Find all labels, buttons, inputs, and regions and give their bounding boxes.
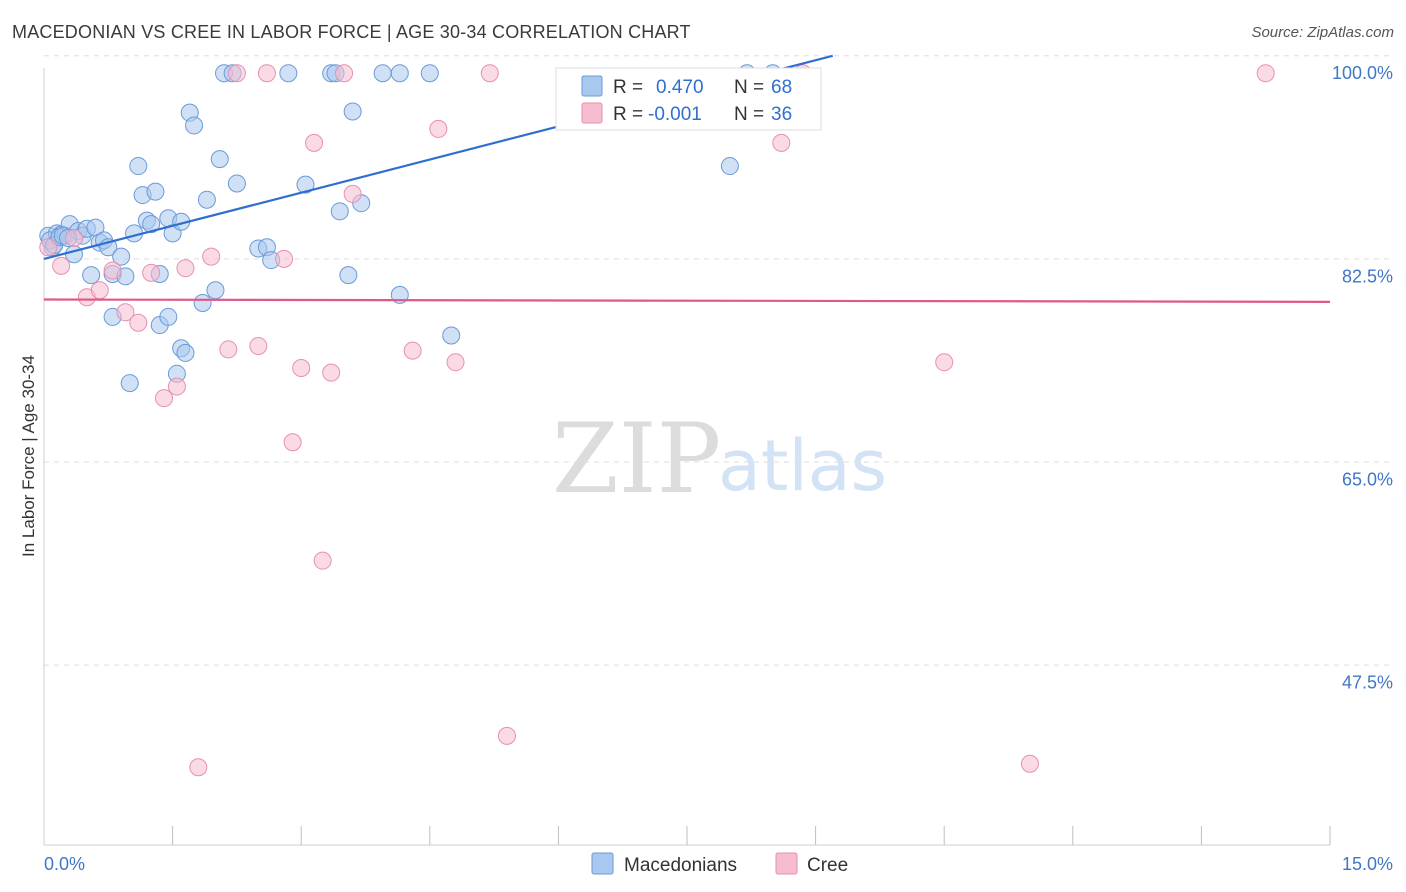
- macedonians-point: [185, 116, 204, 135]
- macedonians-point: [227, 174, 246, 193]
- cree-point: [155, 389, 174, 408]
- series-legend-swatch-cree: [775, 852, 798, 875]
- y-tick-label: 65.0%: [1342, 469, 1393, 489]
- macedonians-point: [206, 281, 225, 300]
- watermark-zip-text: ZIP: [552, 403, 721, 515]
- x-tick-labels: 0.0% 15.0%: [44, 854, 1393, 874]
- cree-point: [249, 336, 268, 355]
- macedonians-point: [176, 343, 195, 362]
- legend-r-label: R =: [613, 104, 643, 125]
- legend-r-label: R =: [613, 77, 643, 98]
- macedonians-point: [210, 150, 229, 169]
- y-tick-label: 100.0%: [1332, 63, 1393, 83]
- cree-point: [772, 133, 791, 152]
- cree-point: [1256, 64, 1275, 83]
- macedonians-point: [120, 374, 139, 393]
- macedonians-point: [142, 215, 161, 234]
- series-legend-label-cree: Cree: [807, 855, 848, 876]
- stats-legend: R = 0.470 N = 68 R = -0.001 N = 36: [555, 67, 822, 131]
- legend-r-value: 0.470: [656, 77, 704, 98]
- macedonians-point: [146, 182, 165, 201]
- series-legend-swatch-macedonians: [591, 852, 614, 875]
- x-tick-label: 15.0%: [1342, 854, 1393, 874]
- macedonians-point: [720, 157, 739, 176]
- macedonians-point: [420, 64, 439, 83]
- macedonians-point: [82, 266, 101, 285]
- watermark: ZIP atlas: [552, 403, 887, 515]
- cree-point: [283, 433, 302, 452]
- cree-point: [322, 363, 341, 382]
- y-tick-label: 82.5%: [1342, 266, 1393, 286]
- cree-point: [227, 64, 246, 83]
- macedonians-point: [330, 202, 349, 221]
- cree-point: [305, 133, 324, 152]
- macedonians-point: [159, 307, 178, 326]
- axes: [43, 68, 1331, 846]
- cree-point: [142, 263, 161, 282]
- legend-swatch-cree: [581, 102, 603, 124]
- cree-point: [90, 281, 109, 300]
- macedonians-point: [339, 266, 358, 285]
- cree-point: [65, 229, 84, 248]
- cree-point: [39, 238, 58, 257]
- cree-trend-line: [43, 298, 1331, 303]
- legend-n-label: N =: [734, 104, 764, 125]
- cree-point: [313, 551, 332, 570]
- cree-point: [335, 64, 354, 83]
- source-note: Source: ZipAtlas.com: [1251, 24, 1394, 41]
- macedonians-point: [373, 64, 392, 83]
- cree-point: [219, 340, 238, 359]
- legend-n-value: 36: [771, 104, 792, 125]
- macedonians-point: [112, 247, 131, 266]
- y-tick-label: 47.5%: [1342, 673, 1393, 693]
- cree-point: [275, 249, 294, 268]
- cree-point: [257, 64, 276, 83]
- cree-point: [935, 353, 954, 372]
- cree-point: [292, 359, 311, 377]
- cree-point: [52, 256, 71, 275]
- cree-point: [167, 377, 186, 396]
- grid-lines: [44, 55, 1392, 666]
- cree-point: [446, 353, 465, 372]
- cree-point: [189, 758, 208, 777]
- macedonians-point: [442, 326, 461, 345]
- cree-point: [176, 259, 195, 278]
- watermark-atlas-text: atlas: [718, 425, 887, 507]
- cree-point: [1020, 754, 1039, 773]
- legend-n-value: 68: [771, 77, 792, 98]
- x-tick-label: 0.0%: [44, 854, 85, 874]
- legend-r-value: -0.001: [648, 104, 702, 125]
- series-legend-label-macedonians: Macedonians: [624, 855, 737, 876]
- macedonians-point: [390, 64, 409, 83]
- cree-points: [39, 64, 1275, 777]
- series-legend: Macedonians Cree: [591, 852, 848, 876]
- legend-swatch-macedonians: [581, 75, 603, 97]
- macedonians-point: [193, 294, 212, 313]
- cree-point: [103, 261, 122, 280]
- macedonians-point: [343, 102, 362, 121]
- cree-point: [480, 64, 499, 83]
- macedonians-point: [279, 64, 298, 83]
- y-tick-labels: 100.0% 82.5% 65.0% 47.5%: [1332, 63, 1393, 692]
- cree-point: [129, 313, 148, 332]
- cree-point: [343, 184, 362, 203]
- macedonians-point: [197, 190, 216, 209]
- cree-point: [116, 303, 135, 322]
- cree-point: [497, 726, 516, 745]
- y-axis-label: In Labor Force | Age 30-34: [19, 355, 38, 557]
- macedonians-point: [129, 157, 148, 176]
- legend-n-label: N =: [734, 77, 764, 98]
- chart-title: MACEDONIAN VS CREE IN LABOR FORCE | AGE …: [12, 22, 691, 42]
- cree-point: [403, 341, 422, 360]
- cree-point: [202, 247, 221, 266]
- macedonians-point: [296, 175, 315, 194]
- cree-point: [429, 119, 448, 138]
